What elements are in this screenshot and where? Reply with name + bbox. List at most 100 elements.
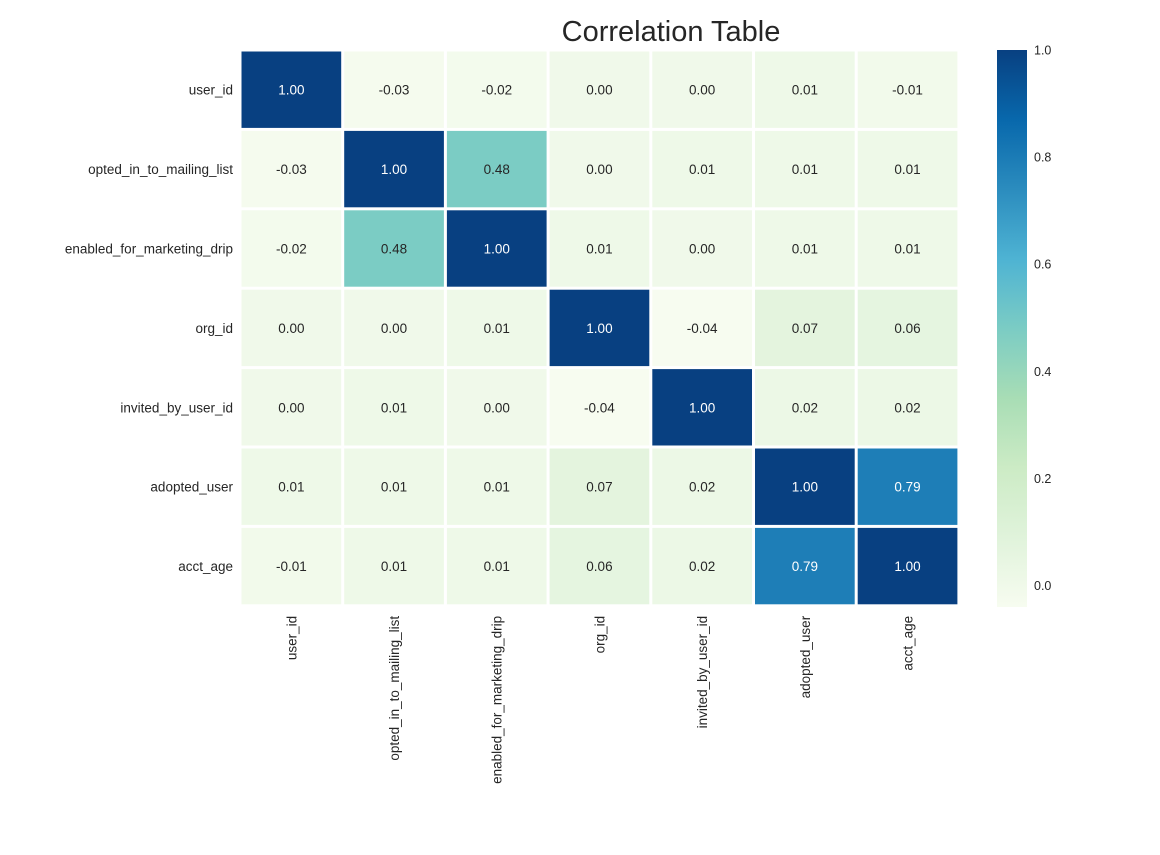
cell-value-label: 0.01 [278,480,304,495]
cell-value-label: -0.02 [481,83,512,98]
cell-value-label: 0.48 [381,242,407,257]
heatmap-cell-acct-age-invited-by-user-id [652,527,752,605]
cell-value-label: 0.00 [689,83,715,98]
colorbar: 0.0 0.2 0.4 0.6 0.8 1.0 [997,44,1051,607]
cell-value-label: 0.01 [689,162,715,177]
heatmap-cell-acct-age-acct-age [857,527,958,605]
heatmap-cell-adopted-user-org-id [549,448,650,525]
column-label-enabled-for-marketing-drip: enabled_for_marketing_drip [490,616,505,784]
heatmap-cell-org-id-org-id [549,289,650,367]
row-labels: user_id opted_in_to_mailing_list enabled_f… [65,83,234,574]
heatmap-cell-acct-age-adopted-user [755,527,855,605]
heatmap-cell-enabled-for-marketing-drip-acct-age [857,210,958,287]
cell-value-label: 0.01 [894,162,920,177]
cell-value-label: 1.00 [278,83,304,98]
heatmap-cell-adopted-user-invited-by-user-id [652,448,752,525]
heatmap-cell-org-id-invited-by-user-id [652,289,752,367]
heatmap-cell-acct-age-opted-in-to-mailing-list [344,527,444,605]
cell-value-label: 0.01 [586,242,612,257]
cell-value-label: 0.02 [689,559,715,574]
column-label-adopted-user: adopted_user [798,615,813,698]
heatmap-cell-adopted-user-enabled-for-marketing-drip [446,448,547,525]
heatmap-cell-opted-in-to-mailing-list-adopted-user [755,130,855,208]
heatmap-cell-invited-by-user-id-enabled-for-marketing-drip [446,369,547,446]
cell-value-label: 0.07 [792,321,818,336]
heatmap-cell-invited-by-user-id-acct-age [857,369,958,446]
cell-value-label: 0.00 [484,400,510,415]
cell-value-label: 0.00 [278,321,304,336]
cell-value-label: 1.00 [586,321,612,336]
cell-value-label: 0.01 [381,559,407,574]
heatmap-cell-opted-in-to-mailing-list-opted-in-to-mailing-list [344,130,444,208]
cell-value-label: -0.04 [687,321,718,336]
cell-value-label: 0.01 [484,480,510,495]
heatmap-cell-adopted-user-adopted-user [755,448,855,525]
cell-value-label: 0.02 [689,480,715,495]
heatmap-cell-acct-age-enabled-for-marketing-drip [446,527,547,605]
heatmap-cell-opted-in-to-mailing-list-acct-age [857,130,958,208]
column-label-user-id: user_id [284,616,299,660]
heatmap-cell-user-id-user-id [241,51,342,128]
cell-value-label: 0.06 [894,321,920,336]
colorbar-tick-label: 0.6 [1034,258,1051,272]
cell-value-label: 0.02 [792,400,818,415]
cell-value-label: 0.01 [792,83,818,98]
heatmap-cell-org-id-adopted-user [755,289,855,367]
cell-value-label: -0.04 [584,400,615,415]
heatmap-cell-invited-by-user-id-user-id [241,369,342,446]
heatmap-cell-adopted-user-user-id [241,448,342,525]
heatmap-cell-opted-in-to-mailing-list-invited-by-user-id [652,130,752,208]
heatmap-cell-invited-by-user-id-org-id [549,369,650,446]
cell-value-label: -0.01 [892,83,923,98]
cell-value-label: 0.79 [792,559,818,574]
cell-value-label: -0.01 [276,559,307,574]
column-labels: user_id opted_in_to_mailing_list enabled_f… [284,615,915,784]
cell-value-label: 0.01 [484,321,510,336]
heatmap-cell-invited-by-user-id-opted-in-to-mailing-list [344,369,444,446]
row-label-user-id: user_id [189,83,233,98]
heatmap-cell-enabled-for-marketing-drip-invited-by-user-id [652,210,752,287]
heatmap-cell-opted-in-to-mailing-list-user-id [241,130,342,208]
chart-title: Correlation Table [562,16,781,48]
heatmap-cell-opted-in-to-mailing-list-org-id [549,130,650,208]
row-label-acct-age: acct_age [178,559,233,574]
cell-value-label: -0.03 [379,83,410,98]
column-label-opted-in-to-mailing-list: opted_in_to_mailing_list [387,616,402,761]
heatmap-cell-adopted-user-opted-in-to-mailing-list [344,448,444,525]
heatmap-cell-invited-by-user-id-adopted-user [755,369,855,446]
cell-value-label: 0.01 [484,559,510,574]
cell-value-label: 1.00 [792,480,818,495]
cell-value-label: 0.01 [381,480,407,495]
heatmap-cell-enabled-for-marketing-drip-org-id [549,210,650,287]
row-label-enabled-for-marketing-drip: enabled_for_marketing_drip [65,242,233,257]
cell-value-label: 0.79 [894,480,920,495]
heatmap-cell-user-id-org-id [549,51,650,128]
cell-value-label: 0.01 [381,400,407,415]
heatmap-cell-enabled-for-marketing-drip-opted-in-to-mailing-list [344,210,444,287]
heatmap-cell-user-id-adopted-user [755,51,855,128]
heatmap-cell-enabled-for-marketing-drip-enabled-for-marketing-drip [446,210,547,287]
column-label-invited-by-user-id: invited_by_user_id [695,616,710,729]
heatmap-cell-acct-age-user-id [241,527,342,605]
heatmap-cell-enabled-for-marketing-drip-user-id [241,210,342,287]
cell-value-label: 1.00 [484,242,510,257]
heatmap-cell-user-id-invited-by-user-id [652,51,752,128]
cell-value-label: 0.01 [792,242,818,257]
heatmap-cell-org-id-acct-age [857,289,958,367]
heatmap-cell-org-id-enabled-for-marketing-drip [446,289,547,367]
heatmap-cell-user-id-enabled-for-marketing-drip [446,51,547,128]
row-label-adopted-user: adopted_user [150,480,233,495]
cell-value-label: 0.00 [586,162,612,177]
row-label-opted-in-to-mailing-list: opted_in_to_mailing_list [88,162,233,177]
cell-value-label: -0.02 [276,242,307,257]
heatmap-cell-adopted-user-acct-age [857,448,958,525]
heatmap-cell-user-id-opted-in-to-mailing-list [344,51,444,128]
colorbar-tick-label: 0.8 [1034,151,1051,165]
column-label-org-id: org_id [592,616,607,654]
heatmap-cells: 1.00 -0.03 -0.02 0.00 0.00 0.01 -0.01 -0.03 1.00… [241,51,958,605]
cell-value-label: 0.02 [894,400,920,415]
colorbar-tick-label: 0.2 [1034,472,1051,486]
cell-value-label: 0.07 [586,480,612,495]
